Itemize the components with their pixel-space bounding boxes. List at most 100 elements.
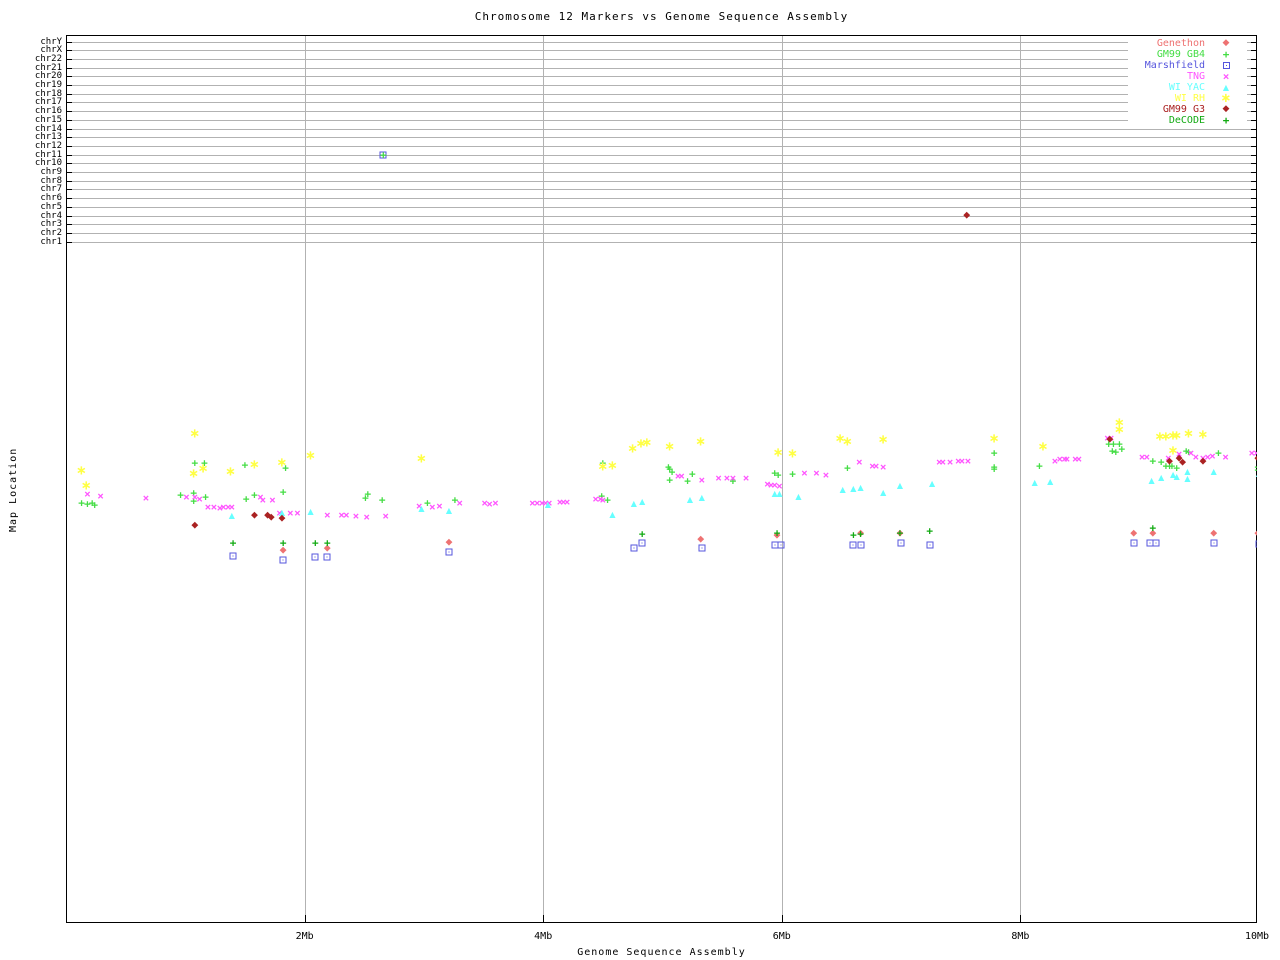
- row-tick-right: [1251, 154, 1256, 156]
- legend-label: Marshfield: [1144, 60, 1205, 71]
- chrom-row-line: [67, 172, 1256, 173]
- gm99-g3-marker-icon: ◆: [1205, 104, 1247, 115]
- chrom-row-line: [67, 206, 1256, 208]
- gm99-g3-point: ◆: [267, 512, 275, 523]
- wi-rh-point: ∗: [1167, 443, 1179, 459]
- tng-point: ×: [674, 469, 682, 483]
- gm99-gb4-point: +: [1252, 465, 1257, 476]
- tng-point: ×: [958, 454, 966, 468]
- gm99-gb4-point: +: [599, 456, 607, 470]
- wi-yac-point: ▲: [1158, 473, 1165, 482]
- wi-rh-point: ∗: [249, 457, 260, 473]
- gm99-gb4-marker-icon: +: [1205, 49, 1247, 60]
- wi-rh-marker-icon: ∗: [1205, 92, 1247, 105]
- chrom-row-label-chr8: chr8: [40, 175, 62, 186]
- row-tick-right: [1251, 102, 1256, 104]
- tng-point: ×: [1075, 452, 1083, 466]
- tng-point: ×: [538, 496, 546, 510]
- gm99-gb4-point: +: [666, 462, 673, 476]
- chrom-row-line: [67, 241, 1256, 243]
- wi-rh-point: ∗: [877, 432, 889, 448]
- x-tick: [1020, 915, 1022, 922]
- wi-yac-point: ▲: [857, 483, 864, 492]
- tng-point: ×: [964, 454, 972, 468]
- row-tick-right: [1251, 58, 1256, 60]
- marshfield-point: [1146, 539, 1154, 547]
- chromosome-axis-labels: chrY chrX chr22 chr21 chr20 chr19 chr18 chr17 ch…: [0, 0, 62, 300]
- gm99-g3-point: ◆: [191, 520, 199, 531]
- tng-point: ×: [1061, 452, 1068, 466]
- wi-yac-point: ▲: [1031, 478, 1038, 487]
- row-tick-right: [1251, 111, 1256, 113]
- legend-item-wi-yac: WI YAC ▲: [1128, 82, 1247, 93]
- gm99-gb4-point: +: [241, 458, 249, 472]
- tng-point: ×: [1175, 447, 1183, 461]
- wi-yac-point: ▲: [686, 495, 694, 504]
- wi-rh-point: ∗: [305, 448, 317, 464]
- wi-yac-point: ▲: [630, 499, 637, 508]
- tng-marker-icon: ×: [1205, 71, 1247, 82]
- gm99-g3-point: ◆: [963, 210, 971, 220]
- tng-point: ×: [1138, 450, 1146, 464]
- x-tick: [543, 915, 545, 922]
- wi-yac-point: ▲: [896, 481, 903, 490]
- wi-rh-point: ∗: [1167, 428, 1179, 444]
- tng-point: ×: [729, 471, 737, 485]
- chrom-row-label-chr13: chr13: [34, 132, 62, 143]
- wi-rh-point: ∗: [834, 431, 846, 447]
- row-tick-left: [67, 58, 72, 60]
- x-tick-label: 6Mb: [772, 931, 791, 942]
- wi-rh-point: ∗: [1197, 427, 1209, 443]
- gm99-g3-point: ◆: [1179, 457, 1187, 468]
- gm99-gb4-point: +: [598, 489, 605, 503]
- decode-point: +: [773, 526, 781, 540]
- legend: Genethon ◆ GM99 GB4 + Marshfield TNG × WI YAC ▲ W…: [1128, 36, 1247, 126]
- row-tick-left: [67, 85, 72, 86]
- gm99-gb4-point: +: [990, 460, 998, 474]
- decode-point: +: [1149, 521, 1157, 535]
- gm99-gb4-point: +: [729, 474, 737, 488]
- tng-point: ×: [294, 506, 301, 520]
- wi-rh-point: ∗: [664, 439, 676, 455]
- gm99-gb4-point: +: [424, 496, 431, 510]
- wi-yac-point: ▲: [795, 492, 802, 501]
- decode-point: +: [857, 527, 864, 541]
- row-tick-left: [67, 93, 72, 95]
- gm99-gb4-point: +: [844, 461, 851, 475]
- x-gridline: [781, 36, 783, 922]
- tng-point: ×: [363, 510, 370, 524]
- chrom-row-line: [67, 41, 1256, 43]
- marshfield-point: [777, 541, 785, 549]
- wi-rh-point: ∗: [695, 434, 707, 450]
- gm99-gb4-point: +: [191, 456, 199, 470]
- decode-point: +: [279, 536, 287, 550]
- gm99-gb4-point: +: [1036, 459, 1043, 473]
- gm99-gb4-point: +: [190, 494, 197, 508]
- wi-yac-point: ▲: [1173, 472, 1180, 481]
- gm99-gb4-point: +: [789, 467, 796, 481]
- tng-point: ×: [869, 459, 876, 473]
- genethon-point: ◆: [857, 528, 864, 539]
- marshfield-point: [698, 544, 706, 552]
- gm99-gb4-point: +: [78, 496, 85, 510]
- tng-point: ×: [872, 459, 880, 473]
- legend-item-gm99-g3: GM99 G3 ◆: [1128, 104, 1247, 115]
- row-tick-left: [67, 154, 72, 156]
- chrom-row-label-chr22: chr22: [34, 53, 62, 64]
- chrom-row-line: [67, 119, 1256, 121]
- tng-point: ×: [556, 495, 564, 509]
- tng-point: ×: [142, 491, 150, 505]
- decode-point: +: [926, 524, 934, 538]
- gm99-gb4-point: +: [1116, 437, 1123, 451]
- gm99-gb4-point: +: [378, 493, 386, 507]
- chrom-row-line: [67, 180, 1256, 182]
- row-tick-left: [67, 137, 72, 139]
- plot-grid-layer: [66, 35, 1257, 923]
- row-tick-left: [67, 215, 72, 217]
- chrom-row-label-chr20: chr20: [34, 71, 62, 82]
- tng-point: ×: [382, 509, 390, 523]
- genethon-point: ◆: [697, 534, 705, 545]
- tng-point: ×: [224, 500, 232, 514]
- wi-yac-point: ▲: [1047, 477, 1054, 486]
- tng-point: ×: [436, 499, 443, 513]
